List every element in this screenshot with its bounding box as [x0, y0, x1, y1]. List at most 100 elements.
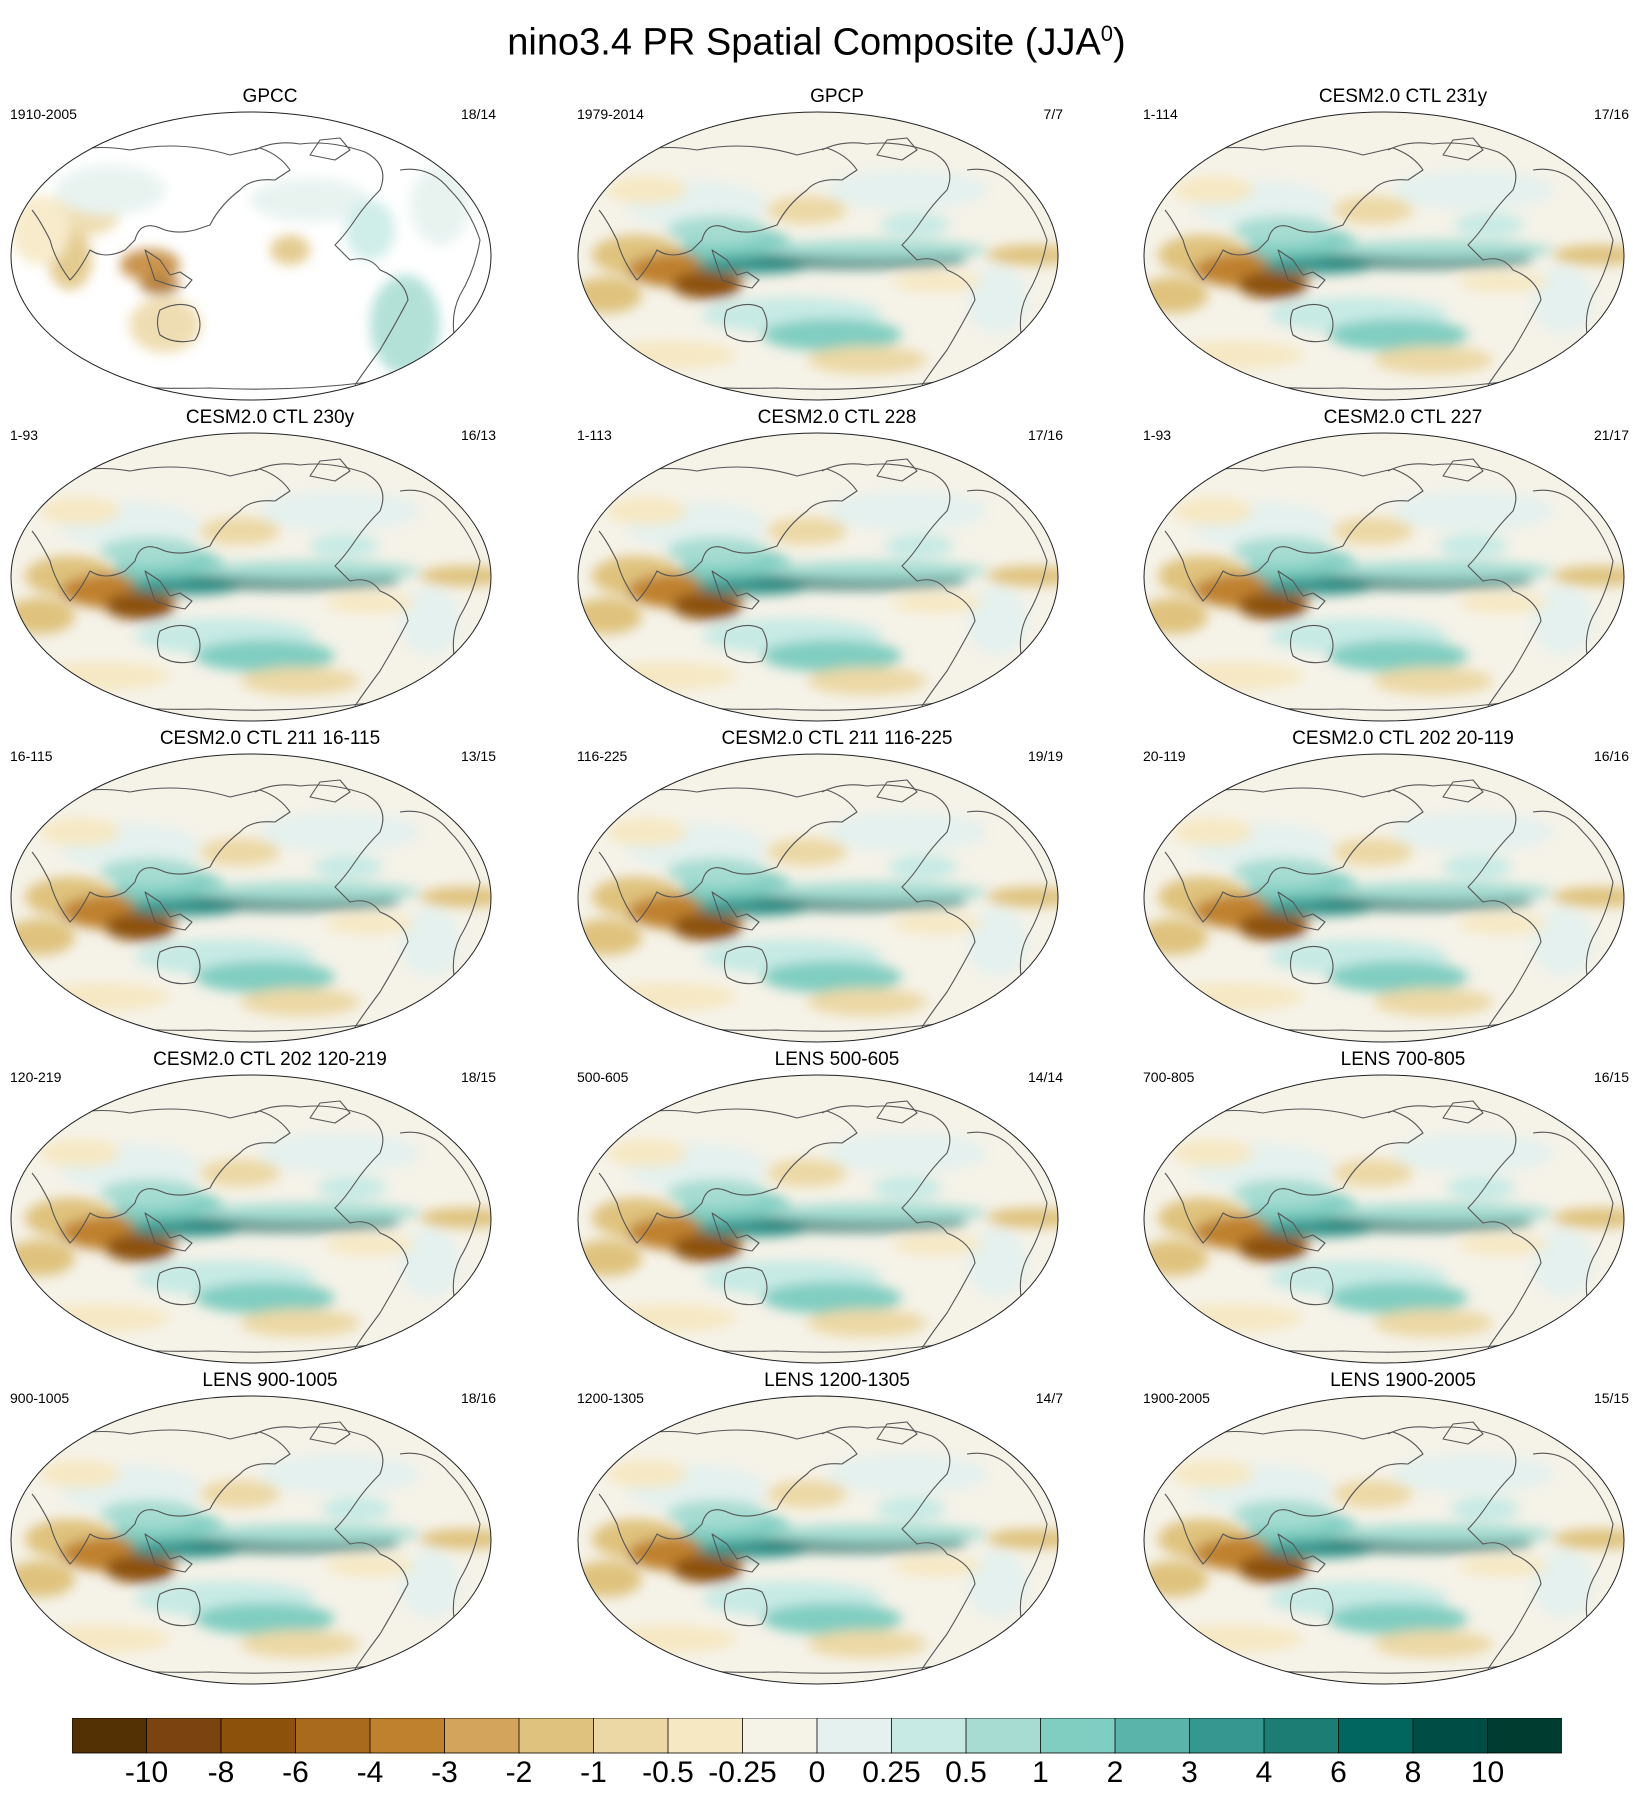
map-outline — [1143, 432, 1625, 722]
colorbar-tick-label: 0.25 — [862, 1756, 921, 1789]
map-field — [11, 1075, 491, 1363]
panel-count-label: 17/16 — [1027, 427, 1063, 443]
map-panel: CESM2.0 CTL 230y 1-93 16/13 — [0, 407, 540, 725]
colorbar-swatch — [220, 1718, 297, 1754]
panel-period-label: 900-1005 — [10, 1390, 70, 1406]
map-field — [11, 754, 491, 1042]
panel-count-label: 17/16 — [1593, 106, 1629, 122]
world-map — [577, 1074, 1059, 1364]
world-map — [577, 753, 1059, 1043]
colorbar-tick-label: 8 — [1404, 1756, 1422, 1789]
colorbar-swatch — [965, 1718, 1042, 1754]
colorbar-swatch — [1040, 1718, 1116, 1754]
colorbar-tick-label: -1 — [580, 1756, 607, 1789]
colorbar-tick-label: -2 — [505, 1756, 533, 1789]
map-panel: CESM2.0 CTL 227 1-93 21/17 — [1133, 407, 1633, 725]
colorbar-tick-label: -4 — [356, 1756, 384, 1789]
map-panel: CESM2.0 CTL 231y 1-114 17/16 — [1133, 86, 1633, 404]
panel-title: GPCC — [242, 86, 298, 107]
map-panel: CESM2.0 CTL 228 1-113 17/16 — [567, 407, 1107, 725]
map-outline — [1143, 111, 1625, 401]
map-field — [578, 433, 1058, 721]
panel-count-label: 7/7 — [1043, 106, 1063, 122]
world-map — [1143, 753, 1625, 1043]
panel-title: LENS 700-805 — [1340, 1049, 1466, 1070]
map-panel: LENS 700-805 700-805 16/15 — [1133, 1049, 1633, 1367]
coastlines — [1162, 779, 1614, 1032]
world-map — [10, 111, 492, 401]
panel-count-label: 21/17 — [1593, 427, 1629, 443]
panel-period-label: 16-115 — [10, 748, 53, 764]
panel-period-label: 1-93 — [1143, 427, 1172, 443]
panel-count-label: 13/15 — [460, 748, 496, 764]
map-field — [578, 1396, 1058, 1684]
map-field — [11, 1396, 491, 1684]
map-field — [1144, 754, 1624, 1042]
map-field — [1144, 1075, 1624, 1363]
colorbar-swatch — [444, 1718, 520, 1754]
panel-title: LENS 500-605 — [774, 1049, 900, 1070]
map-panel: LENS 900-1005 900-1005 18/16 — [0, 1370, 540, 1688]
panel-period-label: 1900-2005 — [1143, 1390, 1210, 1406]
panel-title: LENS 1200-1305 — [764, 1370, 910, 1391]
colorbar-swatch — [1338, 1718, 1414, 1754]
world-map — [10, 432, 492, 722]
colorbar-tick-label: -8 — [207, 1756, 235, 1789]
panel-period-label: 500-605 — [577, 1069, 629, 1085]
colorbar-tick-label: 3 — [1181, 1756, 1198, 1789]
colorbar-tick-label: 0.5 — [945, 1756, 987, 1789]
panel-title: LENS 900-1005 — [202, 1370, 338, 1391]
map-panel: CESM2.0 CTL 202 20-119 20-119 16/16 — [1133, 728, 1633, 1046]
world-map — [1143, 1395, 1625, 1685]
panel-title: CESM2.0 CTL 231y — [1318, 86, 1488, 107]
coastlines — [29, 458, 481, 711]
coastlines — [596, 779, 1048, 1032]
panel-count-label: 16/13 — [460, 427, 496, 443]
map-panel: LENS 500-605 500-605 14/14 — [567, 1049, 1107, 1367]
map-panel: CESM2.0 CTL 202 120-219 120-219 18/15 — [0, 1049, 540, 1367]
panel-period-label: 1200-1305 — [577, 1390, 644, 1406]
colorbar-tick-label: -0.5 — [642, 1756, 694, 1789]
world-map — [1143, 1074, 1625, 1364]
panel-title: CESM2.0 CTL 202 120-219 — [153, 1049, 387, 1070]
panel-title: CESM2.0 CTL 230y — [185, 407, 355, 428]
panel-period-label: 1910-2005 — [10, 106, 77, 122]
colorbar-swatch — [742, 1718, 818, 1754]
colorbar-swatch — [369, 1718, 446, 1754]
map-outline — [1143, 753, 1625, 1043]
panel-period-label: 700-805 — [1143, 1069, 1195, 1085]
panel-count-label: 16/15 — [1593, 1069, 1629, 1085]
colorbar-tick-label: -6 — [282, 1756, 309, 1789]
panel-period-label: 116-225 — [577, 748, 628, 764]
map-outline — [1143, 1074, 1625, 1364]
colorbar-swatch — [1114, 1718, 1191, 1754]
map-panel: CESM2.0 CTL 211 116-225 116-225 19/19 — [567, 728, 1107, 1046]
map-field — [578, 112, 1058, 400]
map-outline — [10, 432, 492, 722]
map-panel: GPCC 1910-2005 18/14 — [0, 86, 540, 404]
map-field — [1144, 433, 1624, 721]
map-outline — [10, 1074, 492, 1364]
colorbar-tick-label: -10 — [124, 1756, 169, 1789]
panel-count-label: 19/19 — [1027, 748, 1063, 764]
map-outline — [577, 1395, 1059, 1685]
panel-title: GPCP — [810, 86, 864, 107]
panel-count-label: 14/7 — [1035, 1390, 1063, 1406]
colorbar-swatch — [72, 1718, 148, 1754]
colorbar-tick-label: -3 — [431, 1756, 458, 1789]
world-map — [577, 432, 1059, 722]
colorbar-tick-label: 1 — [1032, 1756, 1049, 1789]
world-map — [577, 111, 1059, 401]
map-outline — [1143, 1395, 1625, 1685]
panel-count-label: 18/14 — [460, 106, 496, 122]
map-field — [1144, 1396, 1624, 1684]
world-map — [1143, 111, 1625, 401]
panel-count-label: 18/16 — [460, 1390, 496, 1406]
panel-count-label: 18/15 — [460, 1069, 496, 1085]
panel-count-label: 16/16 — [1593, 748, 1629, 764]
colorbar-swatch — [891, 1718, 967, 1754]
panel-title: CESM2.0 CTL 202 20-119 — [1292, 728, 1514, 749]
colorbar-swatch — [1263, 1718, 1340, 1754]
colorbar-swatch — [816, 1718, 893, 1754]
world-map — [577, 1395, 1059, 1685]
